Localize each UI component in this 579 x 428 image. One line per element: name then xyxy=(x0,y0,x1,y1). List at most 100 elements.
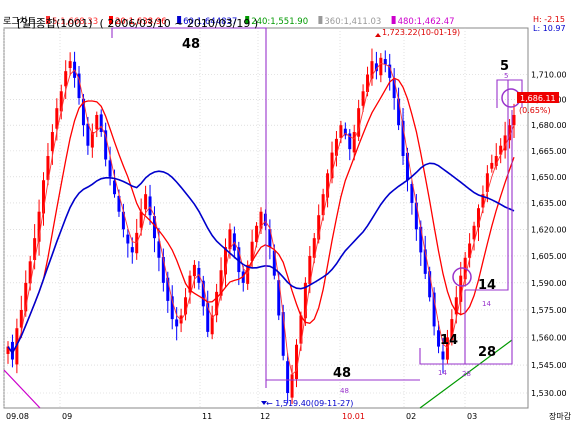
candle xyxy=(37,199,41,256)
candle-body xyxy=(317,215,321,240)
candle-body xyxy=(468,243,472,258)
candle xyxy=(428,266,432,302)
candle-body xyxy=(503,135,507,151)
candle xyxy=(397,87,401,131)
candle-body xyxy=(383,59,387,65)
y-tick-10: 1,680.00 xyxy=(531,121,567,130)
candle xyxy=(503,121,507,159)
y-tick-3: 1,575.00 xyxy=(531,306,567,315)
x-tick-4: 10.01 xyxy=(342,412,365,421)
candle-body xyxy=(392,79,396,99)
candle-body xyxy=(366,74,370,92)
candle xyxy=(388,53,392,91)
candle-body xyxy=(401,120,405,157)
candle xyxy=(246,260,250,290)
candle-body xyxy=(81,98,85,126)
candle xyxy=(303,277,307,326)
candle xyxy=(206,290,210,338)
high-marker xyxy=(375,33,381,37)
candle xyxy=(330,141,334,184)
candle-body xyxy=(219,270,223,296)
candle xyxy=(370,48,374,86)
candle-body xyxy=(508,125,512,141)
candle-body xyxy=(476,208,480,228)
candle-body xyxy=(290,374,294,398)
cycle-count-4: 5 xyxy=(504,72,508,80)
cycle-bracket-28 xyxy=(420,110,513,365)
candle xyxy=(215,283,219,323)
candle-body xyxy=(334,138,338,156)
candle-body xyxy=(295,344,299,380)
y-tick-9: 1,665.00 xyxy=(531,147,567,156)
y-tick-7: 1,635.00 xyxy=(531,199,567,208)
candle-body xyxy=(321,194,325,216)
candle xyxy=(490,154,494,173)
candle xyxy=(42,172,46,226)
candle xyxy=(10,334,14,368)
candle xyxy=(175,307,179,341)
candle xyxy=(423,235,427,280)
ma-label-1: 20:1,638.96 xyxy=(115,17,167,27)
candle-body xyxy=(130,247,134,253)
candle xyxy=(485,165,489,203)
candle-body xyxy=(441,351,445,360)
y-tick-1: 1,545.00 xyxy=(531,361,567,370)
candle xyxy=(59,84,63,120)
candle xyxy=(383,50,387,73)
candle-body xyxy=(330,152,334,179)
candle xyxy=(286,353,290,404)
candle xyxy=(152,206,156,253)
candle-body xyxy=(33,238,37,260)
candle-body xyxy=(201,280,205,307)
candle-body xyxy=(374,63,378,72)
candle xyxy=(139,198,143,236)
candle-body xyxy=(303,282,307,319)
candle-body xyxy=(90,132,94,148)
candle xyxy=(77,66,81,105)
candle-body xyxy=(210,315,214,335)
candle-body xyxy=(113,180,117,195)
candle-body xyxy=(223,247,227,275)
candle xyxy=(68,52,72,76)
candle-body xyxy=(37,211,41,242)
candle xyxy=(326,169,330,208)
candle-body xyxy=(312,238,316,258)
y-tick-6: 1,620.00 xyxy=(531,225,567,234)
log-chart-label: 로그차트 xyxy=(3,15,36,27)
candle xyxy=(108,146,112,186)
candle-body xyxy=(268,229,272,248)
candle xyxy=(188,270,192,304)
candle-body xyxy=(512,114,516,126)
low-annotation: ← 1,519.40(09-11-27) xyxy=(266,399,353,408)
candle-body xyxy=(184,297,188,315)
candle-body xyxy=(472,225,476,240)
candle xyxy=(201,275,205,316)
candle xyxy=(512,103,516,139)
candle-body xyxy=(86,123,90,146)
candle-body xyxy=(432,292,436,327)
candle xyxy=(499,138,503,164)
candle-body xyxy=(454,297,458,315)
candle-body xyxy=(361,91,365,106)
candle xyxy=(361,84,365,113)
candle-body xyxy=(423,249,427,274)
cycle-number-2: 14 xyxy=(440,333,458,348)
candle-body xyxy=(481,194,485,208)
candle-body xyxy=(228,229,232,250)
candle xyxy=(392,68,396,110)
candle-body xyxy=(46,156,50,180)
candle xyxy=(263,209,267,231)
y-tick-5: 1,605.00 xyxy=(531,252,567,261)
ma-swatch-3 xyxy=(245,16,250,24)
candle-body xyxy=(139,211,143,228)
candle xyxy=(290,364,294,405)
cycle-count-3: 28 xyxy=(462,370,471,378)
candle-body xyxy=(215,291,219,316)
candle-body xyxy=(175,319,179,327)
y-tick-0: 1,530.00 xyxy=(531,389,567,398)
current-price-box xyxy=(517,92,559,103)
candle-body xyxy=(343,128,347,136)
candle-body xyxy=(95,114,99,130)
